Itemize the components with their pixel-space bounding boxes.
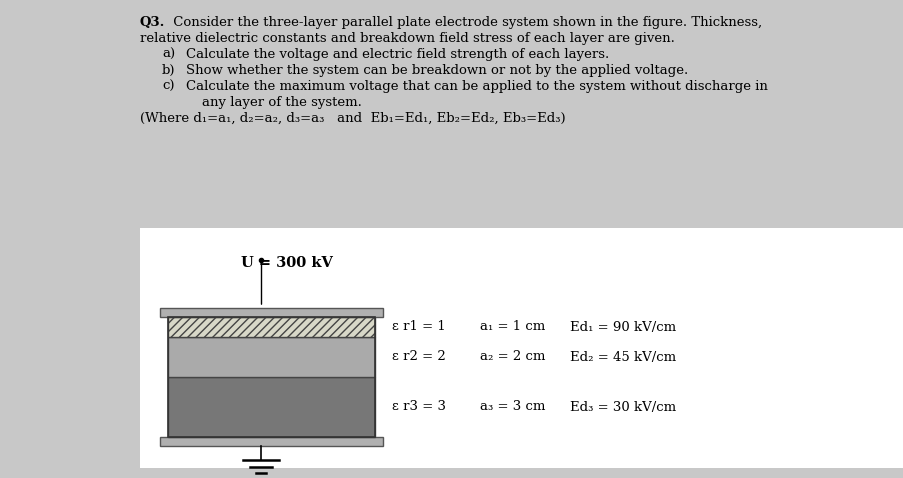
Bar [168, 317, 375, 437]
Text: U = 300 kV: U = 300 kV [241, 256, 333, 270]
Text: any layer of the system.: any layer of the system. [201, 96, 361, 109]
Text: Ed₂ = 45 kV/cm: Ed₂ = 45 kV/cm [570, 350, 675, 363]
Bar [160, 308, 383, 317]
Text: b): b) [162, 64, 175, 77]
Text: Show whether the system can be breakdown or not by the applied voltage.: Show whether the system can be breakdown… [186, 64, 687, 77]
Bar [168, 377, 375, 437]
Text: Q3.: Q3. [140, 16, 165, 29]
Text: ε r3 = 3: ε r3 = 3 [392, 401, 445, 413]
Text: a₂ = 2 cm: a₂ = 2 cm [479, 350, 545, 363]
Text: c): c) [162, 80, 174, 93]
Bar [168, 337, 375, 377]
Text: relative dielectric constants and breakdown field stress of each layer are given: relative dielectric constants and breakd… [140, 32, 675, 45]
Bar [160, 437, 383, 446]
Text: Ed₃ = 30 kV/cm: Ed₃ = 30 kV/cm [570, 401, 675, 413]
Text: Consider the three-layer parallel plate electrode system shown in the figure. Th: Consider the three-layer parallel plate … [169, 16, 761, 29]
Text: Calculate the voltage and electric field strength of each layers.: Calculate the voltage and electric field… [186, 48, 609, 61]
Text: a₁ = 1 cm: a₁ = 1 cm [479, 321, 545, 334]
Bar [168, 317, 375, 337]
Text: (Where d₁=a₁, d₂=a₂, d₃=a₃   and  Eb₁=Ed₁, Eb₂=Ed₂, Eb₃=Ed₃): (Where d₁=a₁, d₂=a₂, d₃=a₃ and Eb₁=Ed₁, … [140, 112, 565, 125]
Bar [140, 228, 903, 468]
Text: ε r2 = 2: ε r2 = 2 [392, 350, 445, 363]
Text: Ed₁ = 90 kV/cm: Ed₁ = 90 kV/cm [570, 321, 675, 334]
Text: ε r1 = 1: ε r1 = 1 [392, 321, 445, 334]
Text: Calculate the maximum voltage that can be applied to the system without discharg: Calculate the maximum voltage that can b… [186, 80, 767, 93]
Text: a₃ = 3 cm: a₃ = 3 cm [479, 401, 545, 413]
Text: a): a) [162, 48, 175, 61]
